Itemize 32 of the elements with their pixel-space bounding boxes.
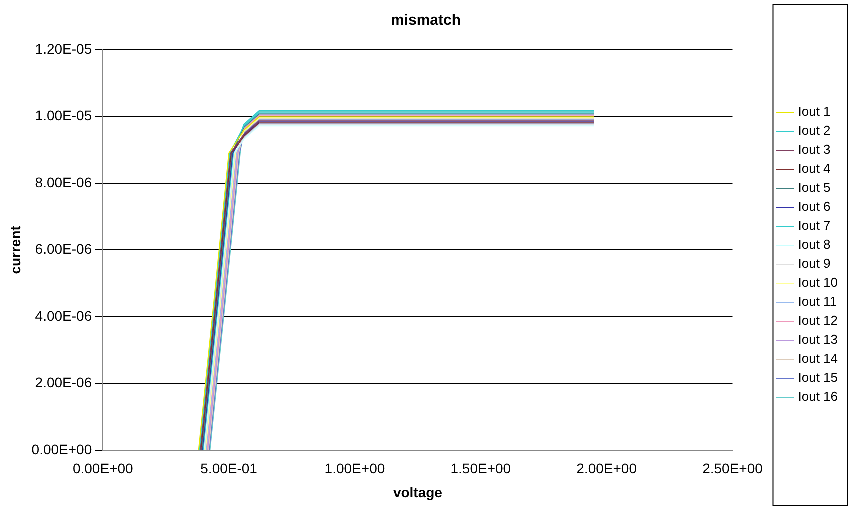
legend-label: Iout 6 <box>798 199 831 214</box>
y-tick-label: 0.00E+00 <box>32 441 92 458</box>
legend-label: Iout 1 <box>798 104 831 120</box>
x-tick-label: 1.50E+00 <box>450 460 512 477</box>
legend-label: Iout 4 <box>798 161 831 176</box>
legend-label: Iout 3 <box>798 142 831 158</box>
y-axis-title: current <box>7 226 24 274</box>
y-tick-label: 6.00E-06 <box>35 241 92 258</box>
legend-label: Iout 11 <box>798 294 838 310</box>
legend-label: Iout 13 <box>798 332 838 348</box>
x-tick-label: 2.50E+00 <box>702 460 764 477</box>
y-tick-label: 4.00E-06 <box>35 308 92 324</box>
legend-label: Iout 16 <box>798 389 838 404</box>
legend-label: Iout 7 <box>798 218 831 234</box>
legend-label: Iout 9 <box>798 256 831 272</box>
legend-label: Iout 14 <box>798 351 838 366</box>
x-tick-label: 2.00E+00 <box>576 460 638 477</box>
x-axis-title: voltage <box>393 484 443 500</box>
x-tick-label: 1.00E+00 <box>324 460 386 477</box>
legend-label: Iout 5 <box>798 180 831 196</box>
y-tick-label: 8.00E-06 <box>35 174 92 190</box>
y-tick-label: 1.00E-05 <box>35 108 92 124</box>
chart-title: mismatch <box>390 12 462 30</box>
legend-label: Iout 15 <box>798 370 838 386</box>
x-tick-label: 5.00E-01 <box>200 460 258 477</box>
legend-label: Iout 2 <box>798 123 831 138</box>
legend-label: Iout 10 <box>798 275 838 290</box>
y-tick-label: 1.20E-05 <box>35 40 92 57</box>
legend-label: Iout 12 <box>798 313 838 328</box>
y-tick-label: 2.00E-06 <box>35 374 92 391</box>
x-tick-label: 0.00E+00 <box>72 460 134 477</box>
legend-label: Iout 8 <box>798 237 831 252</box>
